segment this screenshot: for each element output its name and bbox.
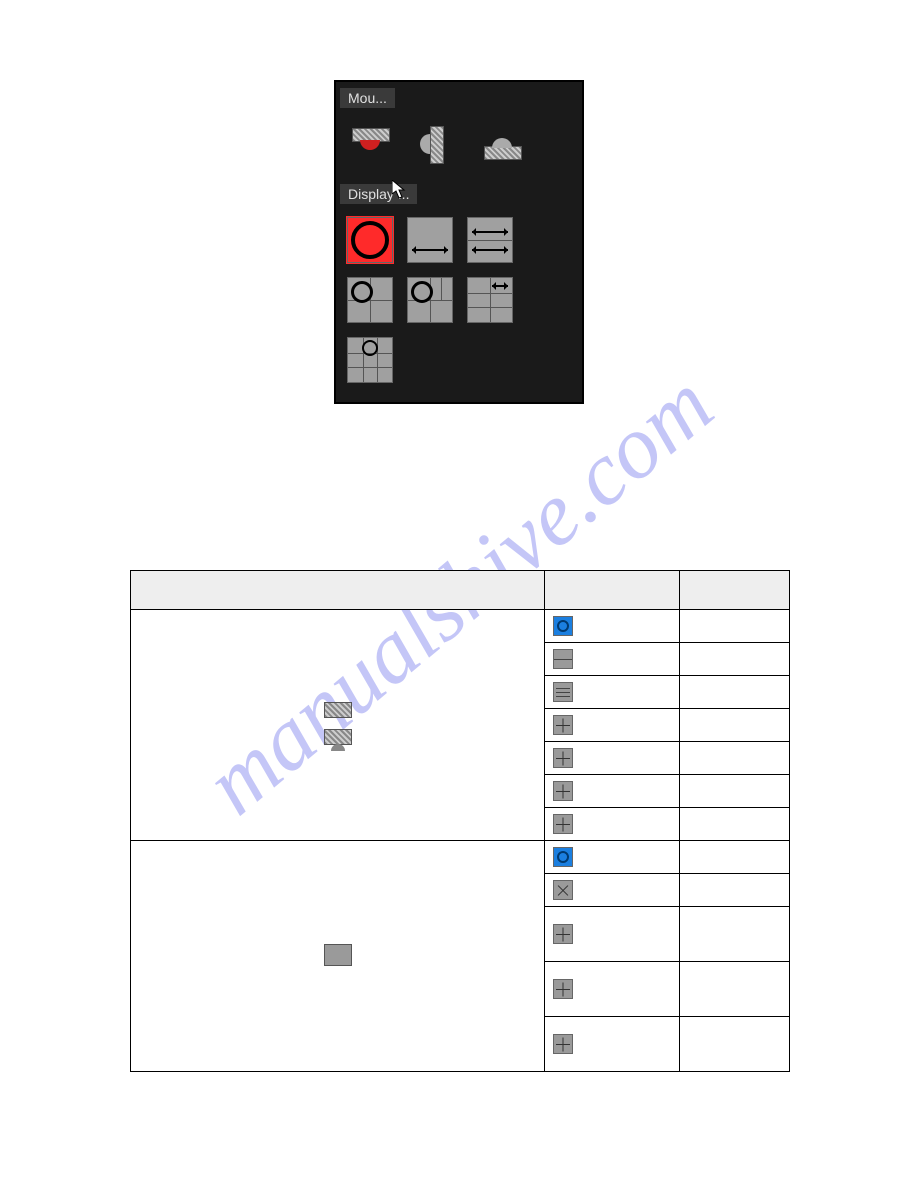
table-header-row (131, 571, 790, 610)
mount-wall-small-icon (324, 944, 352, 966)
display-1p8r-w-icon (553, 1034, 573, 1054)
desc-cell (680, 643, 790, 676)
desc-cell (680, 841, 790, 874)
display-2r-icon[interactable] (346, 276, 394, 324)
display-1p3r-w-icon (553, 924, 573, 944)
group-ceiling-floor (131, 610, 545, 841)
desc-cell (680, 1017, 790, 1072)
mount-floor-small-icon (324, 729, 352, 745)
desc-cell (680, 709, 790, 742)
display-1o8r-icon[interactable] (346, 336, 394, 384)
display-pano-s-icon (553, 649, 573, 669)
group-wall (131, 841, 545, 1072)
display-pano-simple-icon[interactable] (406, 216, 454, 264)
desc-cell (680, 610, 790, 643)
mount-floor-icon[interactable] (478, 120, 526, 168)
display-pano-double-icon[interactable] (466, 216, 514, 264)
display-pano-w-icon (553, 880, 573, 900)
desc-cell (680, 775, 790, 808)
mounting-icon-row (340, 112, 578, 182)
display-4r-s-icon (553, 781, 573, 801)
mount-ceiling-icon[interactable] (346, 120, 394, 168)
col-icon-header (545, 571, 680, 610)
display-1o3r-icon[interactable] (406, 276, 454, 324)
display-2r-s-icon (553, 715, 573, 735)
display-icon-grid (340, 208, 562, 398)
display-mode-panel: Mou... (334, 80, 584, 404)
page-body: manualshive.com Mou... (0, 0, 918, 1188)
display-original-icon[interactable] (346, 216, 394, 264)
desc-cell (680, 676, 790, 709)
display-original-s-icon (553, 616, 573, 636)
display-original-w-icon (553, 847, 573, 867)
desc-cell (680, 874, 790, 907)
mount-ceiling-small-icon (324, 702, 352, 718)
display-1o3r-s-icon (553, 748, 573, 768)
desc-cell (680, 742, 790, 775)
table-row (131, 610, 790, 643)
col-mount-header (131, 571, 545, 610)
display-pano2-s-icon (553, 682, 573, 702)
display-4r-w-icon (553, 979, 573, 999)
desc-cell (680, 962, 790, 1017)
desc-cell (680, 907, 790, 962)
mounting-section-label: Mou... (340, 88, 395, 108)
display-mode-table (130, 570, 790, 1072)
desc-cell (680, 808, 790, 841)
display-section-label: Display ... (340, 184, 417, 204)
display-4r-icon[interactable] (466, 276, 514, 324)
display-1o8r-s-icon (553, 814, 573, 834)
display-section-text: Display ... (348, 186, 409, 202)
col-desc-header (680, 571, 790, 610)
mount-wall-icon[interactable] (412, 120, 460, 168)
table-row (131, 841, 790, 874)
